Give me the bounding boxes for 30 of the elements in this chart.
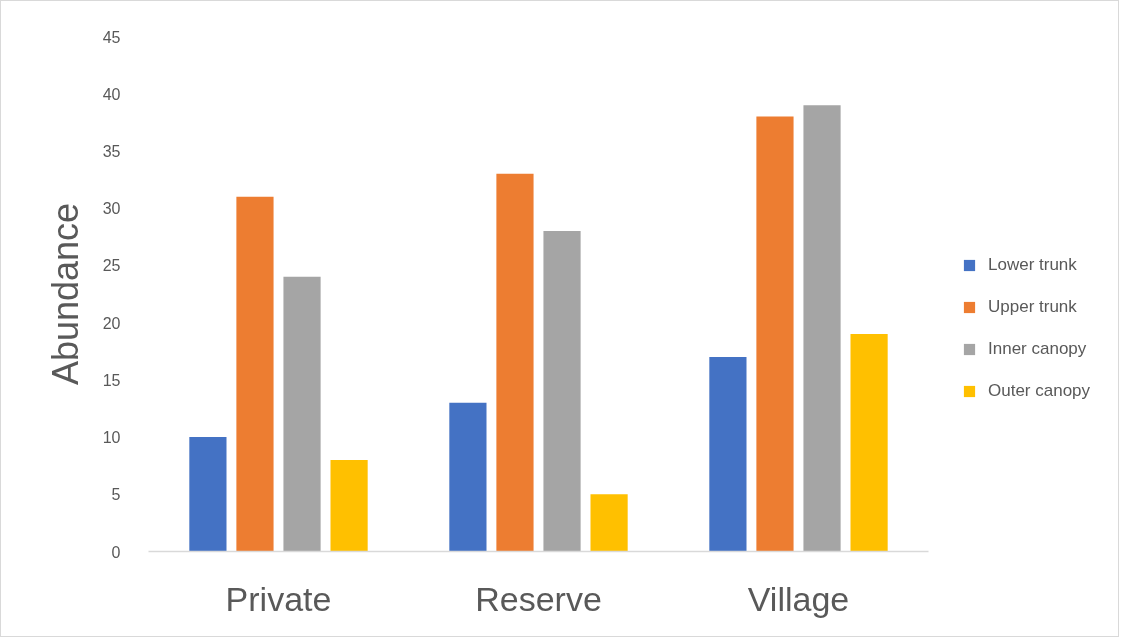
y-axis-title: Abundance [44,202,86,386]
bar [283,276,321,552]
bar [330,459,368,552]
x-tick-label: Village [747,579,850,618]
bar [449,402,487,552]
legend-label: Lower trunk [988,255,1077,275]
y-tick-label: 35 [102,142,121,160]
bar [709,356,747,552]
y-tick-label: 30 [102,200,121,218]
bar [803,105,841,552]
y-tick-label: 5 [111,486,121,504]
legend-label: Upper trunk [988,297,1077,317]
legend-label: Outer canopy [988,381,1091,401]
y-tick-label: 45 [102,28,121,46]
y-tick-label: 0 [111,543,121,561]
y-tick-label: 15 [102,371,121,389]
bar [850,334,888,552]
bar [236,196,274,552]
legend-label: Inner canopy [988,339,1087,359]
bar [189,437,227,552]
bar [590,494,628,552]
x-tick-label: Reserve [475,579,602,618]
bar [543,231,581,552]
bar [756,116,794,552]
bar [496,173,534,552]
y-tick-label: 25 [102,257,121,275]
y-tick-label: 10 [102,429,121,447]
x-tick-label: Private [225,579,332,618]
y-tick-label: 20 [102,314,121,332]
y-tick-label: 40 [102,85,121,103]
